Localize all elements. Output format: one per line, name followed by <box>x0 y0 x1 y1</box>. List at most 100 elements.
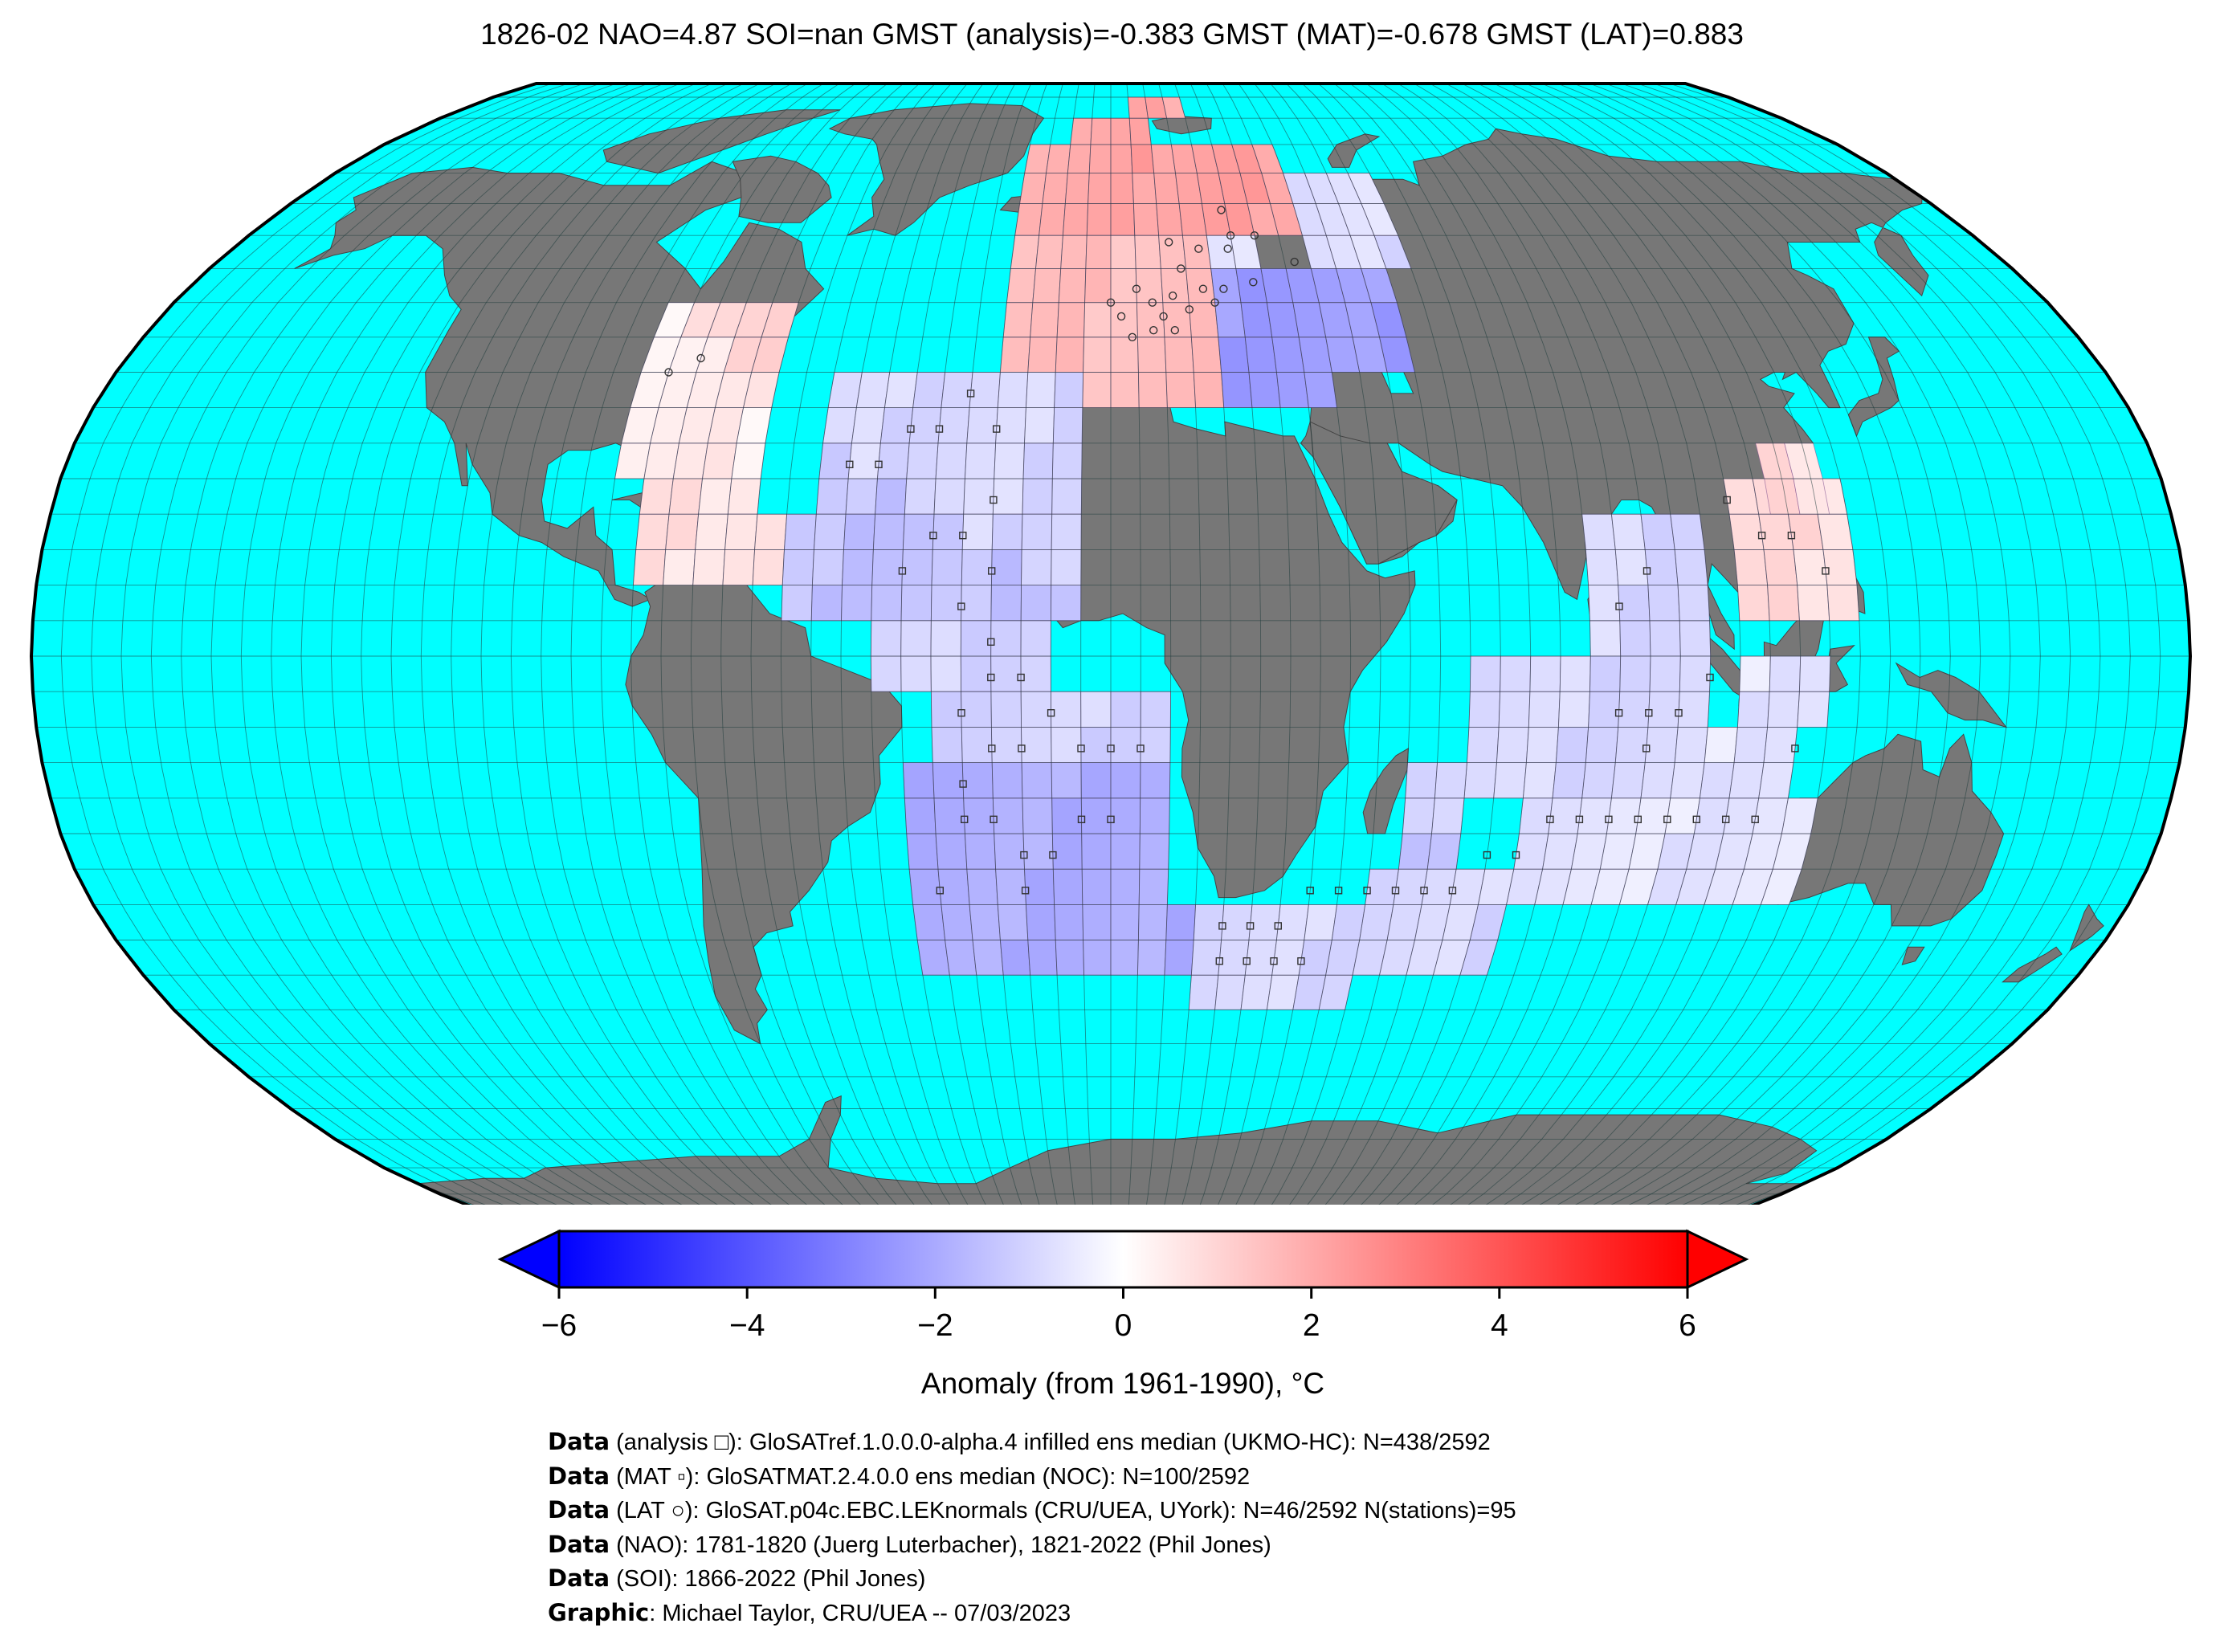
analysis-marker <box>959 780 967 788</box>
graticule-meridian <box>120 84 585 1205</box>
graticule-meridian <box>1621 84 2071 1205</box>
graticule-meridian <box>1050 84 1079 1205</box>
station-marker <box>1219 284 1228 293</box>
colorbar-ticks: −6 −4 −2 0 2 4 6 <box>541 1287 1696 1343</box>
analysis-marker <box>1018 744 1026 753</box>
graticule-meridian <box>1461 84 1771 1205</box>
colorbar-gradient <box>557 1230 1689 1289</box>
analysis-marker <box>1246 922 1255 930</box>
analysis-marker <box>1721 815 1730 823</box>
credit-line-analysis: Data (analysis □): GloSATref.1.0.0.0-alp… <box>548 1428 1491 1455</box>
graticule-meridian <box>1126 84 1141 1205</box>
graticule-meridian <box>1318 84 1501 1205</box>
station-marker <box>1177 264 1185 273</box>
analysis-marker <box>1363 887 1371 895</box>
graticule-meridian <box>1669 84 2161 1205</box>
analysis-marker <box>1614 709 1623 717</box>
analysis-marker <box>987 638 995 646</box>
credit-line-nao: Data (NAO): 1781-1820 (Juerg Luterbacher… <box>548 1530 1271 1558</box>
station-marker <box>1106 298 1116 307</box>
graticule-meridian <box>1365 84 1591 1205</box>
graticule-meridian <box>630 84 856 1205</box>
graticule-meridian <box>1158 84 1202 1205</box>
land-madagascar <box>1362 747 1409 834</box>
graticule-meridian <box>1541 84 1921 1205</box>
graticule-meridian <box>1557 84 1951 1205</box>
analysis-marker <box>1791 744 1799 753</box>
station-marker <box>1290 257 1299 267</box>
colorbar-tick-label: −4 <box>729 1308 765 1343</box>
land-tasmania <box>1901 946 1925 965</box>
colorbar-tick-label: −2 <box>917 1308 953 1343</box>
graticule-meridian <box>1238 84 1352 1205</box>
station-marker <box>1194 244 1203 253</box>
analysis-marker <box>1270 957 1278 965</box>
colorbar-tick-label: 6 <box>1679 1308 1696 1343</box>
credit-line-lat: Data (LAT ○): GloSAT.p04c.EBC.LEKnormals… <box>548 1496 1516 1524</box>
analysis-marker <box>1448 887 1457 895</box>
credit-line-mat: Data (MAT ▫): GloSATMAT.2.4.0.0 ens medi… <box>548 1462 1251 1490</box>
graticule-meridian <box>1493 84 1831 1205</box>
graticule-meridian <box>900 84 1000 1205</box>
analysis-marker <box>875 460 883 468</box>
land-masses <box>294 103 2104 1205</box>
graticule-meridian <box>91 84 569 1205</box>
graticule-meridian <box>780 84 936 1205</box>
map-title: 1826-02 NAO=4.87 SOI=nan GMST (analysis)… <box>480 18 1744 51</box>
graticule-meridian <box>1190 84 1262 1205</box>
globe-outline <box>29 82 2193 1205</box>
analysis-marker <box>846 460 854 468</box>
credit-line-soi: Data (SOI): 1866-2022 (Phil Jones) <box>548 1564 926 1592</box>
analysis-marker <box>907 425 915 433</box>
graticule-meridian <box>361 84 712 1205</box>
station-marker <box>1164 238 1173 247</box>
station-marker <box>1226 231 1235 240</box>
analysis-marker <box>1575 815 1584 823</box>
credit-line-graphic: Graphic: Michael Taylor, CRU/UEA -- 07/0… <box>548 1598 1071 1626</box>
analysis-marker <box>1334 887 1343 895</box>
graticule-meridian <box>810 84 952 1205</box>
graticule-meridian <box>570 84 824 1205</box>
analysis-marker <box>1645 709 1653 717</box>
analysis-marker <box>1642 567 1651 575</box>
analysis-marker <box>1218 922 1226 930</box>
station-marker <box>664 368 673 377</box>
graticule-meridian <box>1653 84 2131 1205</box>
land-south-america <box>625 570 903 1045</box>
station-marker <box>1249 278 1258 287</box>
graticule-meridian <box>1333 84 1532 1205</box>
graticule-meridian <box>690 84 888 1205</box>
station-marker <box>1198 284 1208 293</box>
station-marker <box>1170 326 1180 335</box>
analysis-marker <box>960 815 969 823</box>
analysis-marker <box>988 744 996 753</box>
analysis-marker <box>1021 887 1030 895</box>
colorbar-extend-high <box>1686 1229 1749 1290</box>
analysis-marker <box>1274 922 1283 930</box>
graticule-meridian <box>1142 84 1172 1205</box>
graticule-meridian <box>60 84 553 1205</box>
analysis-marker <box>987 673 995 682</box>
analysis-marker <box>1077 815 1086 823</box>
graticule-meridian <box>1525 84 1891 1205</box>
graticule-meridian <box>930 84 1016 1205</box>
analysis-marker <box>1546 815 1554 823</box>
analysis-marker <box>1663 815 1671 823</box>
analysis-marker <box>1420 887 1428 895</box>
analysis-marker <box>1020 850 1028 859</box>
graticule-meridian <box>1174 84 1231 1205</box>
analysis-marker <box>935 425 944 433</box>
data-credits: Data (analysis □): GloSATref.1.0.0.0-alp… <box>548 1426 1516 1630</box>
graticule-meridian <box>1206 84 1292 1205</box>
graticule-meridian <box>1414 84 1681 1205</box>
graticule-meridian <box>1286 84 1442 1205</box>
graticule-meridian <box>210 84 633 1205</box>
station-marker <box>1168 292 1177 300</box>
world-map <box>29 82 2193 1205</box>
land-north-america <box>294 161 825 607</box>
colorbar-tick-label: 4 <box>1491 1308 1508 1343</box>
analysis-marker <box>1047 709 1055 717</box>
analysis-marker <box>1642 744 1651 753</box>
colorbar-tick-label: 0 <box>1115 1308 1132 1343</box>
analysis-marker <box>1107 815 1115 823</box>
